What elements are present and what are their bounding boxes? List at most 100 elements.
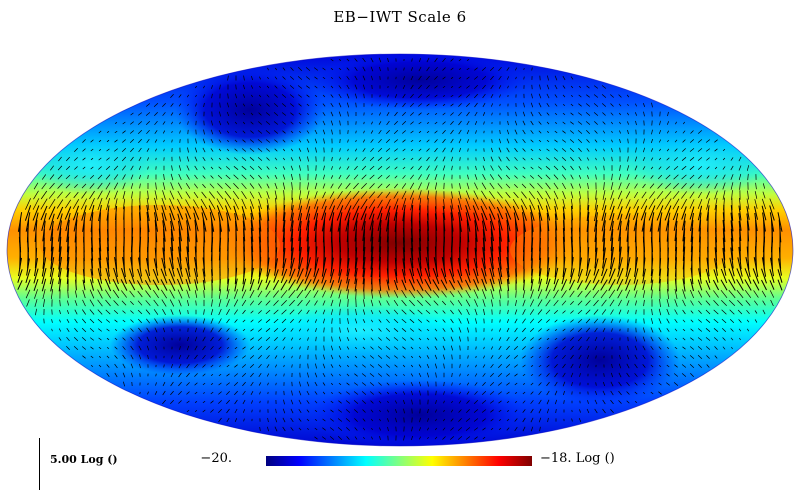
vector-mark bbox=[315, 336, 317, 342]
vector-mark bbox=[610, 381, 614, 387]
vector-mark bbox=[761, 268, 767, 284]
vector-mark bbox=[114, 257, 118, 277]
vector-mark bbox=[728, 268, 736, 284]
vector-mark bbox=[307, 328, 309, 332]
vector-mark bbox=[530, 289, 534, 299]
vector-mark bbox=[354, 278, 358, 292]
vector-mark bbox=[521, 183, 527, 189]
vector-mark bbox=[274, 166, 278, 170]
vector-mark bbox=[50, 289, 54, 299]
vector-mark bbox=[315, 328, 317, 332]
vector-mark bbox=[458, 120, 462, 126]
vector-mark bbox=[426, 427, 430, 431]
vector-mark bbox=[298, 198, 302, 210]
vector-mark bbox=[314, 94, 318, 98]
vector-mark bbox=[322, 300, 326, 306]
vector-mark bbox=[162, 327, 166, 333]
vector-mark bbox=[440, 279, 448, 291]
vector-mark bbox=[417, 257, 423, 277]
vector-mark bbox=[187, 112, 189, 116]
vector-mark bbox=[97, 309, 103, 315]
vector-mark bbox=[627, 129, 629, 135]
vector-mark bbox=[698, 300, 702, 306]
vector-mark bbox=[242, 381, 246, 387]
vector-scale-label: 5.00 Log () bbox=[50, 453, 118, 466]
vector-mark bbox=[546, 346, 550, 350]
vector-mark bbox=[610, 112, 614, 116]
vector-mark bbox=[171, 355, 173, 359]
vector-mark bbox=[402, 355, 406, 359]
vector-mark bbox=[329, 191, 335, 199]
vector-mark bbox=[138, 165, 142, 171]
vector-mark bbox=[210, 383, 214, 385]
vector-mark bbox=[569, 148, 575, 152]
vector-mark bbox=[241, 174, 247, 180]
vector-mark bbox=[65, 212, 71, 232]
vector-mark bbox=[531, 258, 533, 276]
vector-mark bbox=[162, 130, 166, 134]
vector-mark bbox=[651, 289, 653, 299]
vector-mark bbox=[82, 166, 86, 170]
vector-mark bbox=[514, 364, 518, 368]
vector-mark bbox=[602, 121, 606, 125]
vector-mark bbox=[449, 290, 455, 298]
vector-mark bbox=[745, 300, 751, 306]
vector-mark bbox=[379, 436, 381, 440]
vector-mark bbox=[682, 148, 686, 152]
vector-mark bbox=[736, 279, 744, 291]
vector-mark bbox=[626, 363, 630, 369]
vector-mark bbox=[242, 390, 246, 396]
vector-mark bbox=[426, 75, 430, 81]
vector-mark bbox=[618, 103, 622, 107]
vector-mark bbox=[258, 319, 262, 323]
vector-mark bbox=[290, 337, 294, 341]
vector-mark bbox=[371, 75, 373, 81]
vector-mark bbox=[538, 148, 542, 152]
vector-mark bbox=[585, 103, 591, 107]
vector-mark bbox=[98, 328, 102, 332]
vector-mark bbox=[410, 174, 414, 180]
vector-mark bbox=[682, 139, 686, 143]
vector-mark bbox=[489, 267, 495, 285]
vector-mark bbox=[322, 174, 326, 180]
vector-mark bbox=[515, 85, 517, 89]
vector-mark bbox=[666, 328, 670, 332]
vector-mark bbox=[706, 257, 710, 277]
vector-mark bbox=[154, 190, 158, 200]
vector-mark bbox=[106, 328, 110, 332]
vector-mark bbox=[378, 236, 382, 262]
vector-mark bbox=[673, 382, 679, 386]
vector-mark bbox=[147, 391, 149, 395]
vector-mark bbox=[530, 365, 534, 367]
vector-mark bbox=[586, 336, 590, 342]
vector-mark bbox=[546, 373, 550, 377]
vector-mark bbox=[441, 290, 447, 298]
vector-mark bbox=[530, 148, 534, 152]
vector-mark bbox=[587, 197, 589, 211]
vector-mark bbox=[331, 336, 333, 342]
vector-mark bbox=[506, 268, 510, 284]
vector-mark bbox=[753, 257, 759, 277]
vector-mark bbox=[241, 299, 247, 307]
vector-mark bbox=[569, 290, 575, 298]
vector-mark bbox=[546, 319, 550, 323]
vector-mark bbox=[705, 346, 711, 350]
vector-mark bbox=[537, 198, 543, 210]
vector-mark bbox=[611, 156, 613, 162]
vector-mark bbox=[347, 139, 349, 143]
vector-mark bbox=[354, 148, 358, 152]
vector-mark bbox=[195, 138, 197, 144]
vector-mark bbox=[714, 346, 718, 350]
vector-mark bbox=[170, 372, 174, 378]
vector-mark bbox=[369, 165, 375, 171]
vector-mark bbox=[314, 246, 318, 270]
vector-mark bbox=[290, 197, 294, 211]
vector-mark bbox=[170, 121, 174, 125]
vector-mark bbox=[346, 373, 350, 377]
vector-mark bbox=[105, 182, 111, 190]
vector-mark bbox=[722, 228, 726, 252]
vector-mark bbox=[522, 111, 526, 117]
vector-mark bbox=[234, 355, 238, 359]
vector-mark bbox=[130, 310, 134, 314]
vector-mark bbox=[344, 198, 352, 210]
